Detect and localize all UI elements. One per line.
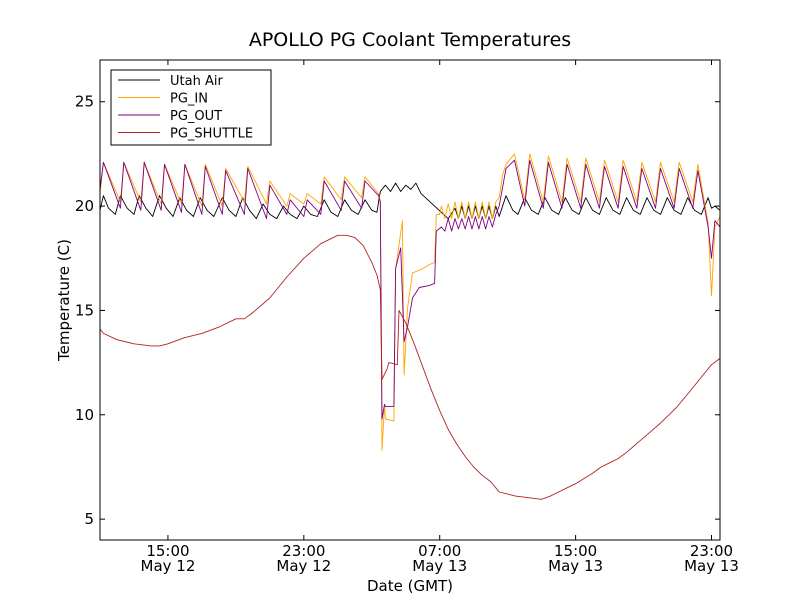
x-tick-date-label: May 12 (141, 557, 196, 575)
y-tick-label: 25 (75, 93, 94, 111)
y-tick-label: 15 (75, 301, 94, 319)
legend: Utah Air PG_IN PG_OUT PG_SHUTTLE (111, 70, 271, 145)
legend-label-pg-out: PG_OUT (170, 109, 222, 124)
x-tick-date-label: May 13 (684, 557, 739, 575)
y-tick-label: 20 (75, 197, 94, 215)
legend-label-utah-air: Utah Air (170, 74, 223, 89)
x-tick-date-label: May 13 (412, 557, 467, 575)
y-axis-label: Temperature (C) (55, 239, 73, 362)
y-tick-label: 5 (84, 510, 94, 528)
legend-label-pg-in: PG_IN (170, 92, 208, 107)
legend-label-pg-shuttle: PG_SHUTTLE (170, 127, 253, 142)
x-tick-date-label: May 13 (548, 557, 603, 575)
x-axis-label: Date (GMT) (367, 577, 453, 595)
chart-title: APOLLO PG Coolant Temperatures (249, 29, 571, 51)
line-chart: APOLLO PG Coolant Temperatures 5 10 15 20 25… (0, 0, 800, 600)
x-tick-date-label: May 12 (276, 557, 331, 575)
y-tick-label: 10 (75, 406, 94, 424)
